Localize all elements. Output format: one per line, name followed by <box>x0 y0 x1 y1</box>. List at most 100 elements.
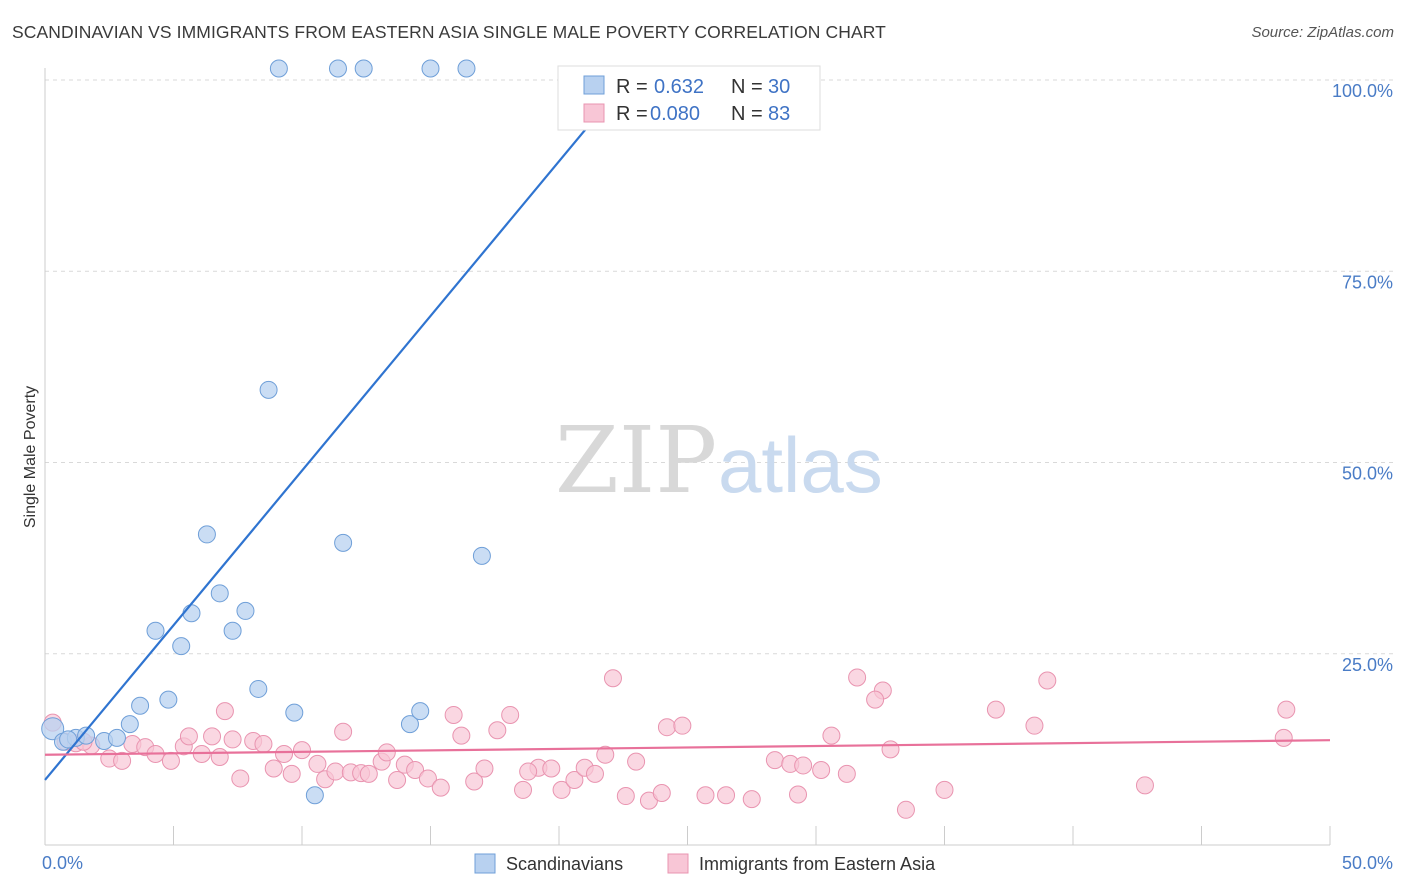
point-immigrants-46 <box>552 780 571 799</box>
point-scandinavians-29 <box>59 730 78 749</box>
point-immigrants-19 <box>264 759 283 778</box>
point-immigrants-20 <box>275 744 294 763</box>
axes <box>44 68 1331 846</box>
point-scandinavians-22 <box>354 59 373 78</box>
point-immigrants-75 <box>1135 776 1154 795</box>
point-immigrants-72 <box>1025 716 1044 735</box>
legend-n-value-1: 30 <box>768 76 790 98</box>
y-axis-label: Single Male Poverty <box>22 386 39 528</box>
point-immigrants-63 <box>812 761 831 780</box>
point-immigrants-73 <box>1038 671 1057 690</box>
point-immigrants-9 <box>161 751 180 770</box>
point-scandinavians-5 <box>120 715 139 734</box>
point-scandinavians-15 <box>249 679 268 698</box>
point-immigrants-71 <box>986 700 1005 719</box>
point-immigrants-81 <box>1277 700 1296 719</box>
legend-n-label-1: N = <box>731 76 763 98</box>
point-immigrants-43 <box>514 780 533 799</box>
point-scandinavians-17 <box>285 703 304 722</box>
point-immigrants-31 <box>377 743 396 762</box>
point-immigrants-25 <box>326 762 345 781</box>
point-immigrants-69 <box>881 740 900 759</box>
point-scandinavians-18 <box>305 786 324 805</box>
point-immigrants-52 <box>616 787 635 806</box>
y-tick-label-75: 75.0% <box>1342 272 1393 292</box>
point-immigrants-78 <box>789 785 808 804</box>
point-immigrants-53 <box>627 752 646 771</box>
point-immigrants-68 <box>866 690 885 709</box>
point-immigrants-59 <box>742 790 761 809</box>
chart-title: SCANDINAVIAN VS IMMIGRANTS FROM EASTERN … <box>12 22 886 42</box>
watermark: ZIP atlas <box>555 407 883 514</box>
point-immigrants-45 <box>542 759 561 778</box>
stats-legend: R = 0.632 N = 30 R = 0.080 N = 83 <box>557 65 821 131</box>
bottom-legend-immigrants: Immigrants from Eastern Asia <box>699 854 936 874</box>
point-scandinavians-13 <box>223 621 242 640</box>
legend-r-label-1: R = <box>616 76 648 98</box>
point-immigrants-77 <box>652 783 671 802</box>
point-immigrants-11 <box>179 727 198 746</box>
point-immigrants-15 <box>223 730 242 749</box>
tick-labels: 25.0% 50.0% 75.0% 100.0% 0.0% 50.0% <box>42 81 1393 873</box>
point-scandinavians-14 <box>236 601 255 620</box>
point-immigrants-47 <box>565 770 584 789</box>
point-immigrants-50 <box>596 745 615 764</box>
legend-swatch-pink <box>583 103 605 123</box>
point-immigrants-65 <box>837 764 856 783</box>
legend-n-label-2: N = <box>731 103 763 125</box>
point-immigrants-41 <box>488 721 507 740</box>
series-legend: Scandinavians Immigrants from Eastern As… <box>474 853 936 874</box>
y-tick-label-100: 100.0% <box>1332 81 1393 101</box>
point-scandinavians-28 <box>77 726 96 745</box>
point-immigrants-51 <box>603 669 622 688</box>
point-immigrants-13 <box>203 727 222 746</box>
point-scandinavians-11 <box>197 525 216 544</box>
point-immigrants-64 <box>822 726 841 745</box>
point-scandinavians-19 <box>334 533 353 552</box>
point-immigrants-58 <box>717 786 736 805</box>
point-immigrants-39 <box>465 772 484 791</box>
point-scandinavians-6 <box>131 696 150 715</box>
point-immigrants-14 <box>210 748 229 767</box>
point-scandinavians-9 <box>172 637 191 656</box>
trend-line-scandinavians <box>44 67 637 781</box>
point-scandinavians-25 <box>400 715 419 734</box>
point-scandinavians-20 <box>269 59 288 78</box>
series-scandinavians <box>41 59 491 805</box>
point-immigrants-37 <box>444 705 463 724</box>
point-scandinavians-24 <box>457 59 476 78</box>
point-scandinavians-10 <box>182 604 201 623</box>
point-immigrants-29 <box>359 764 378 783</box>
point-scandinavians-27 <box>472 546 491 565</box>
watermark-zip: ZIP <box>555 407 717 514</box>
legend-r-value-1: 0.632 <box>654 76 704 98</box>
point-immigrants-56 <box>673 716 692 735</box>
trend-lines <box>44 67 1331 781</box>
bottom-legend-scandinavians: Scandinavians <box>506 854 623 874</box>
x-tick-label-min: 0.0% <box>42 853 83 873</box>
point-scandinavians-23 <box>421 59 440 78</box>
point-immigrants-79 <box>215 702 234 721</box>
point-immigrants-26 <box>334 722 353 741</box>
point-immigrants-57 <box>696 786 715 805</box>
point-immigrants-36 <box>431 778 450 797</box>
legend-swatch-blue <box>583 75 605 95</box>
point-immigrants-35 <box>418 769 437 788</box>
point-immigrants-74 <box>935 780 954 799</box>
point-immigrants-49 <box>585 764 604 783</box>
point-immigrants-18 <box>254 735 273 754</box>
point-immigrants-32 <box>388 770 407 789</box>
legend-r-label-2: R = <box>616 103 648 125</box>
point-scandinavians-21 <box>328 59 347 78</box>
point-immigrants-60 <box>765 751 784 770</box>
bottom-legend-swatch-blue <box>474 853 496 874</box>
point-immigrants-66 <box>848 668 867 687</box>
y-tick-label-25: 25.0% <box>1342 655 1393 675</box>
watermark-atlas: atlas <box>718 421 883 509</box>
bottom-legend-swatch-pink <box>667 853 689 874</box>
point-immigrants-70 <box>896 800 915 819</box>
point-scandinavians-26 <box>411 702 430 721</box>
point-scandinavians-7 <box>146 621 165 640</box>
point-immigrants-5 <box>113 751 132 770</box>
